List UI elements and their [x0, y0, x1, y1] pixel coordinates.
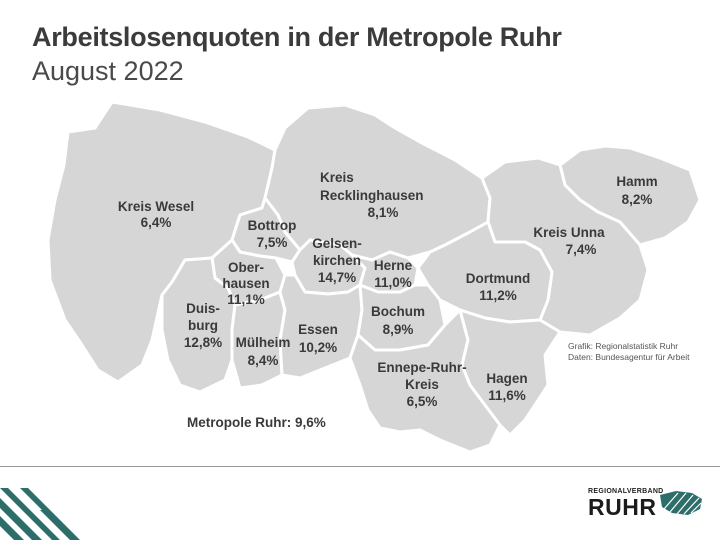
- label-bochum-name: Bochum: [371, 304, 425, 319]
- source-note: Grafik: Regionalstatistik Ruhr Daten: Bu…: [568, 341, 689, 363]
- logo-text-top: REGIONALVERBAND: [588, 488, 664, 495]
- label-herne-value: 11,0%: [374, 275, 412, 290]
- label-duisburg-name1: Duis-: [186, 301, 220, 316]
- label-recklinghausen-value: 8,1%: [368, 205, 399, 220]
- metropole-summary-label: Metropole Ruhr:: [187, 415, 292, 430]
- label-hamm-name: Hamm: [616, 174, 657, 189]
- label-oberhausen-value: 11,1%: [227, 292, 265, 307]
- label-ennepe-value: 6,5%: [407, 394, 438, 409]
- label-gelsenkirchen-value: 14,7%: [318, 270, 356, 285]
- label-gelsenkirchen-name2: kirchen: [313, 253, 361, 268]
- label-hagen-value: 11,6%: [488, 388, 526, 403]
- label-oberhausen-name1: Ober-: [228, 260, 264, 275]
- label-bottrop-value: 7,5%: [257, 235, 288, 250]
- ruhr-map: Kreis Wesel 6,4% Kreis Recklinghausen 8,…: [46, 100, 702, 454]
- label-gelsenkirchen-name1: Gelsen-: [312, 236, 362, 251]
- logo-text-main: RUHR: [588, 494, 657, 520]
- label-muelheim-name: Mülheim: [236, 335, 291, 350]
- label-ennepe-name2: Kreis: [405, 377, 439, 392]
- label-duisburg-value: 12,8%: [184, 335, 222, 350]
- label-dortmund-value: 11,2%: [479, 288, 517, 303]
- page-title: Arbeitslosenquoten in der Metropole Ruhr: [32, 22, 562, 52]
- label-essen-name: Essen: [298, 322, 338, 337]
- page-subtitle: August 2022: [32, 56, 184, 86]
- logo-mark-icon: [660, 491, 702, 515]
- metropole-summary-value: 9,6%: [295, 415, 326, 430]
- label-wesel-value: 6,4%: [141, 215, 172, 230]
- label-bochum-value: 8,9%: [383, 322, 414, 337]
- label-recklinghausen-name2: Recklinghausen: [320, 188, 424, 203]
- source-line-graphic: Grafik: Regionalstatistik Ruhr: [568, 341, 679, 351]
- label-hagen-name: Hagen: [486, 371, 527, 386]
- label-bottrop-name: Bottrop: [248, 218, 297, 233]
- label-dortmund-name: Dortmund: [466, 271, 531, 286]
- label-unna-name: Kreis Unna: [533, 225, 605, 240]
- divider-line: [0, 466, 720, 467]
- label-oberhausen-name2: hausen: [222, 276, 269, 291]
- region-recklinghausen: [263, 103, 492, 262]
- label-hamm-value: 8,2%: [622, 192, 653, 207]
- label-essen-value: 10,2%: [299, 340, 337, 355]
- label-herne-name: Herne: [374, 258, 413, 273]
- label-unna-value: 7,4%: [566, 242, 597, 257]
- metropole-summary: Metropole Ruhr: 9,6%: [187, 415, 326, 430]
- label-wesel-name: Kreis Wesel: [118, 199, 194, 214]
- label-duisburg-name2: burg: [188, 318, 218, 333]
- label-ennepe-name1: Ennepe-Ruhr-: [377, 360, 466, 375]
- decorative-stripes: [0, 488, 80, 540]
- region-duisburg: [160, 256, 237, 394]
- region-hagen: [458, 308, 562, 437]
- label-recklinghausen-name1: Kreis: [320, 170, 354, 185]
- label-muelheim-value: 8,4%: [248, 353, 279, 368]
- source-line-data: Daten: Bundesagentur für Arbeit: [568, 352, 690, 362]
- regionalverband-ruhr-logo: REGIONALVERBAND RUHR: [588, 488, 706, 520]
